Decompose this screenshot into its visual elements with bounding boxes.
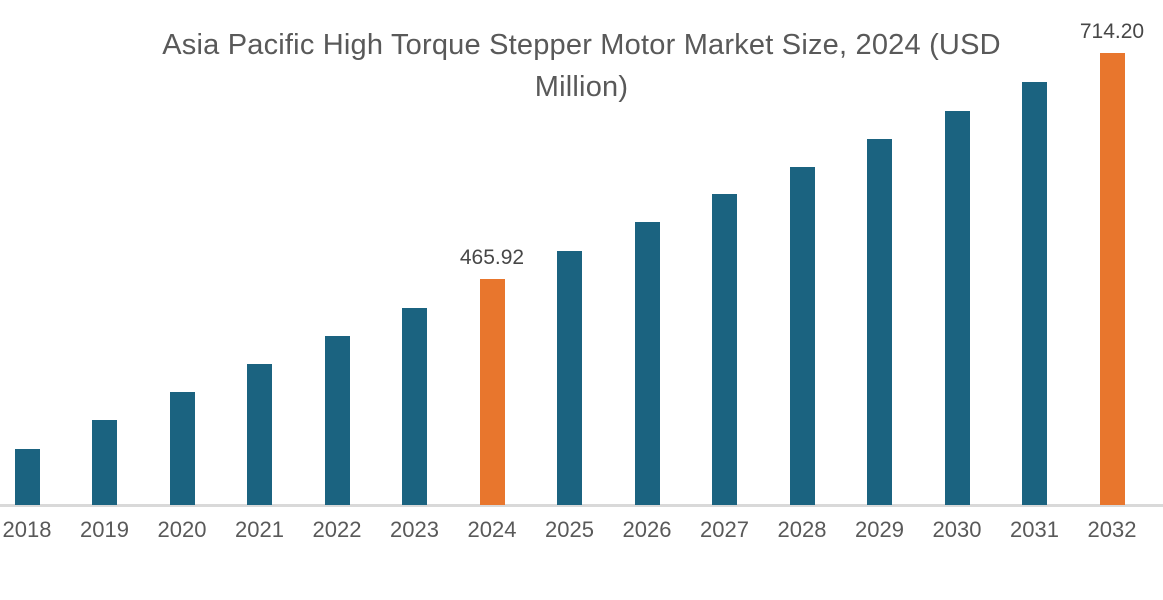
- x-axis-tick-label-2031: 2031: [1010, 517, 1059, 542]
- chart-title-line1: Asia Pacific High Torque Stepper Motor M…: [162, 29, 1001, 61]
- x-axis-tick-label-2026: 2026: [622, 517, 672, 542]
- x-axis-tick-label-2021: 2021: [235, 517, 284, 542]
- x-axis-tick-label-2023: 2023: [390, 517, 439, 542]
- x-axis-line: [0, 504, 1163, 507]
- bar-2026: [634, 222, 660, 505]
- bar-2024: [479, 279, 505, 505]
- x-axis-tick-label-2024: 2024: [467, 517, 517, 542]
- bar-2030: [944, 111, 970, 505]
- bar-2031: [1022, 82, 1047, 505]
- x-axis-tick-label-2029: 2029: [855, 517, 904, 542]
- bar-2022: [324, 336, 350, 505]
- chart-title: Asia Pacific High Torque Stepper Motor M…: [92, 24, 1072, 108]
- bar-2021: [247, 364, 272, 505]
- x-axis-tick-label-2032: 2032: [1087, 517, 1137, 542]
- x-axis-tick-label-2028: 2028: [777, 517, 827, 542]
- bar-2028: [789, 167, 815, 505]
- data-label-2032: 714.20: [1079, 20, 1145, 43]
- x-axis-tick-label-2022: 2022: [312, 517, 362, 542]
- x-axis-tick-label-2027: 2027: [700, 517, 749, 542]
- x-axis-tick-label-2025: 2025: [545, 517, 594, 542]
- x-axis-tick-label-2030: 2030: [932, 517, 982, 542]
- x-axis-tick-label-2019: 2019: [80, 517, 129, 542]
- bar-2023: [402, 308, 427, 505]
- bar-2018: [14, 449, 40, 505]
- x-axis-tick-label-2018: 2018: [2, 517, 52, 542]
- bar-2029: [867, 139, 892, 505]
- chart-title-line2: Million): [534, 71, 629, 104]
- bar-2019: [92, 420, 117, 505]
- bar-2020: [169, 392, 195, 505]
- bar-2025: [557, 251, 582, 505]
- data-label-2024: 465.92: [459, 246, 525, 269]
- bar-2032: [1099, 53, 1125, 505]
- bar-2027: [712, 194, 737, 505]
- x-axis-tick-label-2020: 2020: [157, 517, 207, 542]
